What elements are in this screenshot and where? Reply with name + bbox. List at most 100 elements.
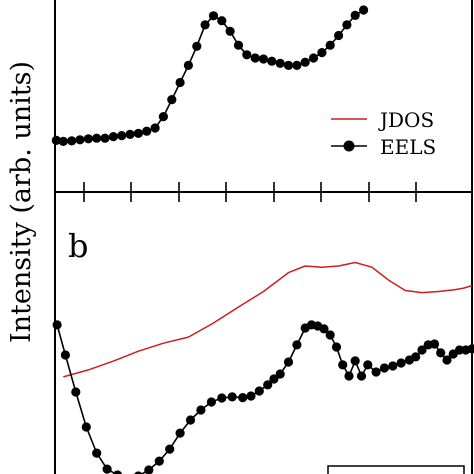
- eels-point: [436, 348, 446, 358]
- eels-point: [246, 391, 256, 401]
- eels-point: [379, 363, 389, 373]
- eels-point: [108, 132, 118, 142]
- eels-point: [100, 133, 110, 143]
- eels-point: [275, 369, 285, 379]
- eels-point: [359, 5, 369, 15]
- eels-point: [200, 20, 210, 30]
- eels-point: [142, 126, 152, 136]
- eels-point: [196, 405, 206, 415]
- panel-a-frame: [54, 0, 473, 193]
- eels-point: [269, 374, 279, 384]
- eels-point: [225, 26, 235, 36]
- panel-a-series: [51, 5, 369, 146]
- eels-point: [217, 16, 227, 26]
- eels-point: [175, 77, 185, 88]
- eels-point: [308, 53, 319, 63]
- eels-point: [319, 324, 329, 334]
- eels-point: [267, 56, 277, 66]
- eels-point: [275, 58, 285, 68]
- eels-point: [60, 350, 70, 360]
- eels-point: [342, 20, 352, 30]
- eels-point: [81, 422, 91, 432]
- eels-point: [217, 393, 227, 403]
- eels-point: [117, 131, 127, 141]
- panel-a: [51, 0, 473, 193]
- eels-point: [363, 360, 373, 370]
- eels-point: [165, 444, 175, 454]
- eels-point: [338, 360, 348, 370]
- series-eels-line: [56, 324, 473, 474]
- eels-point: [175, 428, 185, 438]
- eels-point: [208, 11, 219, 21]
- eels-point: [58, 136, 68, 146]
- legend: JDOS EELS: [331, 108, 436, 159]
- eels-point: [283, 60, 294, 70]
- eels-point: [92, 448, 102, 458]
- eels-point: [71, 387, 81, 397]
- eels-point: [258, 54, 269, 64]
- panel-b-frame: [54, 191, 473, 474]
- eels-point: [356, 371, 367, 381]
- eels-point: [133, 128, 143, 138]
- eels-point: [292, 340, 302, 350]
- series-eels-line: [56, 9, 365, 143]
- eels-point: [467, 344, 474, 354]
- eels-point: [83, 134, 93, 144]
- eels-point: [411, 352, 421, 362]
- eels-point: [51, 135, 61, 145]
- eels-point: [144, 465, 154, 474]
- panel-b-ticks: [83, 192, 417, 202]
- eels-point: [167, 95, 177, 105]
- eels-point: [92, 133, 102, 143]
- eels-point: [292, 60, 302, 70]
- eels-point: [233, 40, 244, 50]
- eels-point: [113, 470, 122, 474]
- eels-point: [67, 136, 77, 146]
- eels-point: [283, 357, 294, 367]
- eels-point: [238, 393, 248, 403]
- eels-point: [254, 386, 264, 396]
- eels-point: [263, 380, 273, 390]
- panel-b-label: b: [68, 227, 88, 265]
- eels-point: [442, 355, 452, 365]
- series-jdos-line: [63, 261, 473, 378]
- eels-point: [344, 371, 354, 381]
- eels-point: [325, 40, 335, 50]
- y-axis-label: Intensity (arb. units): [6, 61, 37, 343]
- eels-point: [52, 320, 62, 330]
- eels-point: [134, 471, 143, 474]
- eels-point: [192, 41, 202, 51]
- eels-point: [242, 50, 252, 60]
- eels-point: [396, 358, 406, 368]
- eels-point: [154, 456, 164, 466]
- eels-point: [158, 112, 168, 122]
- panel-b: b: [52, 191, 474, 474]
- eels-point: [317, 48, 327, 58]
- eels-point: [350, 10, 360, 20]
- eels-point: [250, 53, 260, 63]
- eels-point: [125, 129, 135, 139]
- eels-point: [102, 464, 112, 474]
- eels-point: [417, 345, 427, 355]
- eels-point: [371, 367, 381, 377]
- eels-point: [227, 392, 237, 402]
- eels-point: [185, 415, 196, 425]
- eels-point: [325, 330, 335, 340]
- eels-point: [350, 356, 360, 366]
- eels-point: [331, 342, 342, 352]
- eels-point: [429, 339, 440, 349]
- eels-point: [300, 57, 310, 67]
- legend-eels-marker: [343, 140, 355, 152]
- eels-point: [206, 397, 216, 407]
- eels-point: [75, 135, 85, 145]
- eels-point: [334, 30, 344, 41]
- eels-point: [150, 123, 160, 133]
- panel-b-inset-box: [327, 465, 465, 474]
- eels-point: [388, 361, 398, 371]
- legend-eels-label: EELS: [380, 135, 436, 159]
- panel-a-ticks: [83, 182, 417, 192]
- eels-point: [183, 60, 193, 70]
- panel-b-series: [52, 261, 474, 474]
- legend-jdos-label: JDOS: [378, 108, 434, 132]
